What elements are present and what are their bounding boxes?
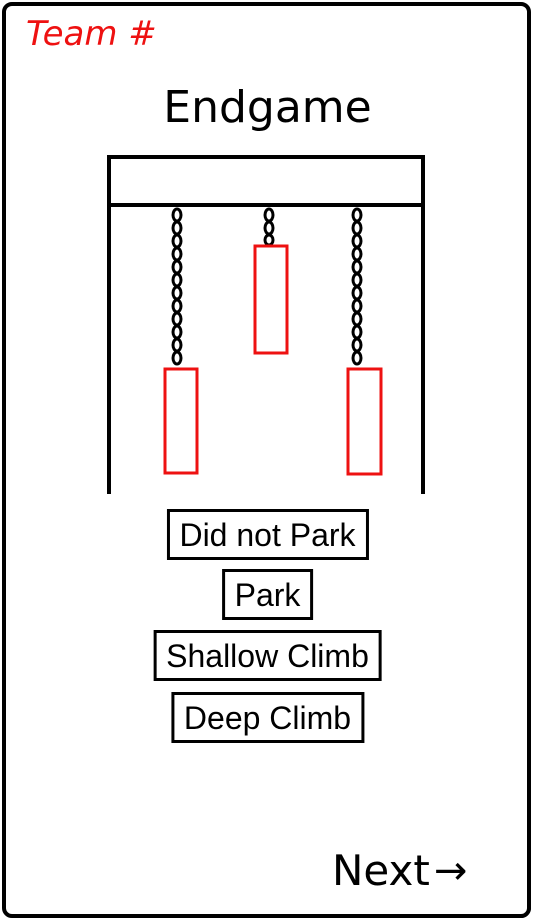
next-button[interactable]: Next → [332,846,467,895]
middle-chain [263,207,275,247]
deep-climb-button[interactable]: Deep Climb [170,692,365,743]
right-arrow-icon: → [433,847,468,894]
left-cage-block[interactable] [163,367,199,475]
cage-beam [107,155,425,207]
left-chain [171,207,183,366]
did-not-park-button[interactable]: Did not Park [166,509,369,560]
team-number-label: Team # [26,14,157,54]
page-title: Endgame [163,82,372,133]
park-button[interactable]: Park [221,569,314,620]
next-label: Next [332,846,430,895]
right-chain [351,207,363,366]
middle-cage-block[interactable] [253,244,289,355]
right-cage-block[interactable] [346,367,383,476]
shallow-climb-button[interactable]: Shallow Climb [153,630,382,681]
